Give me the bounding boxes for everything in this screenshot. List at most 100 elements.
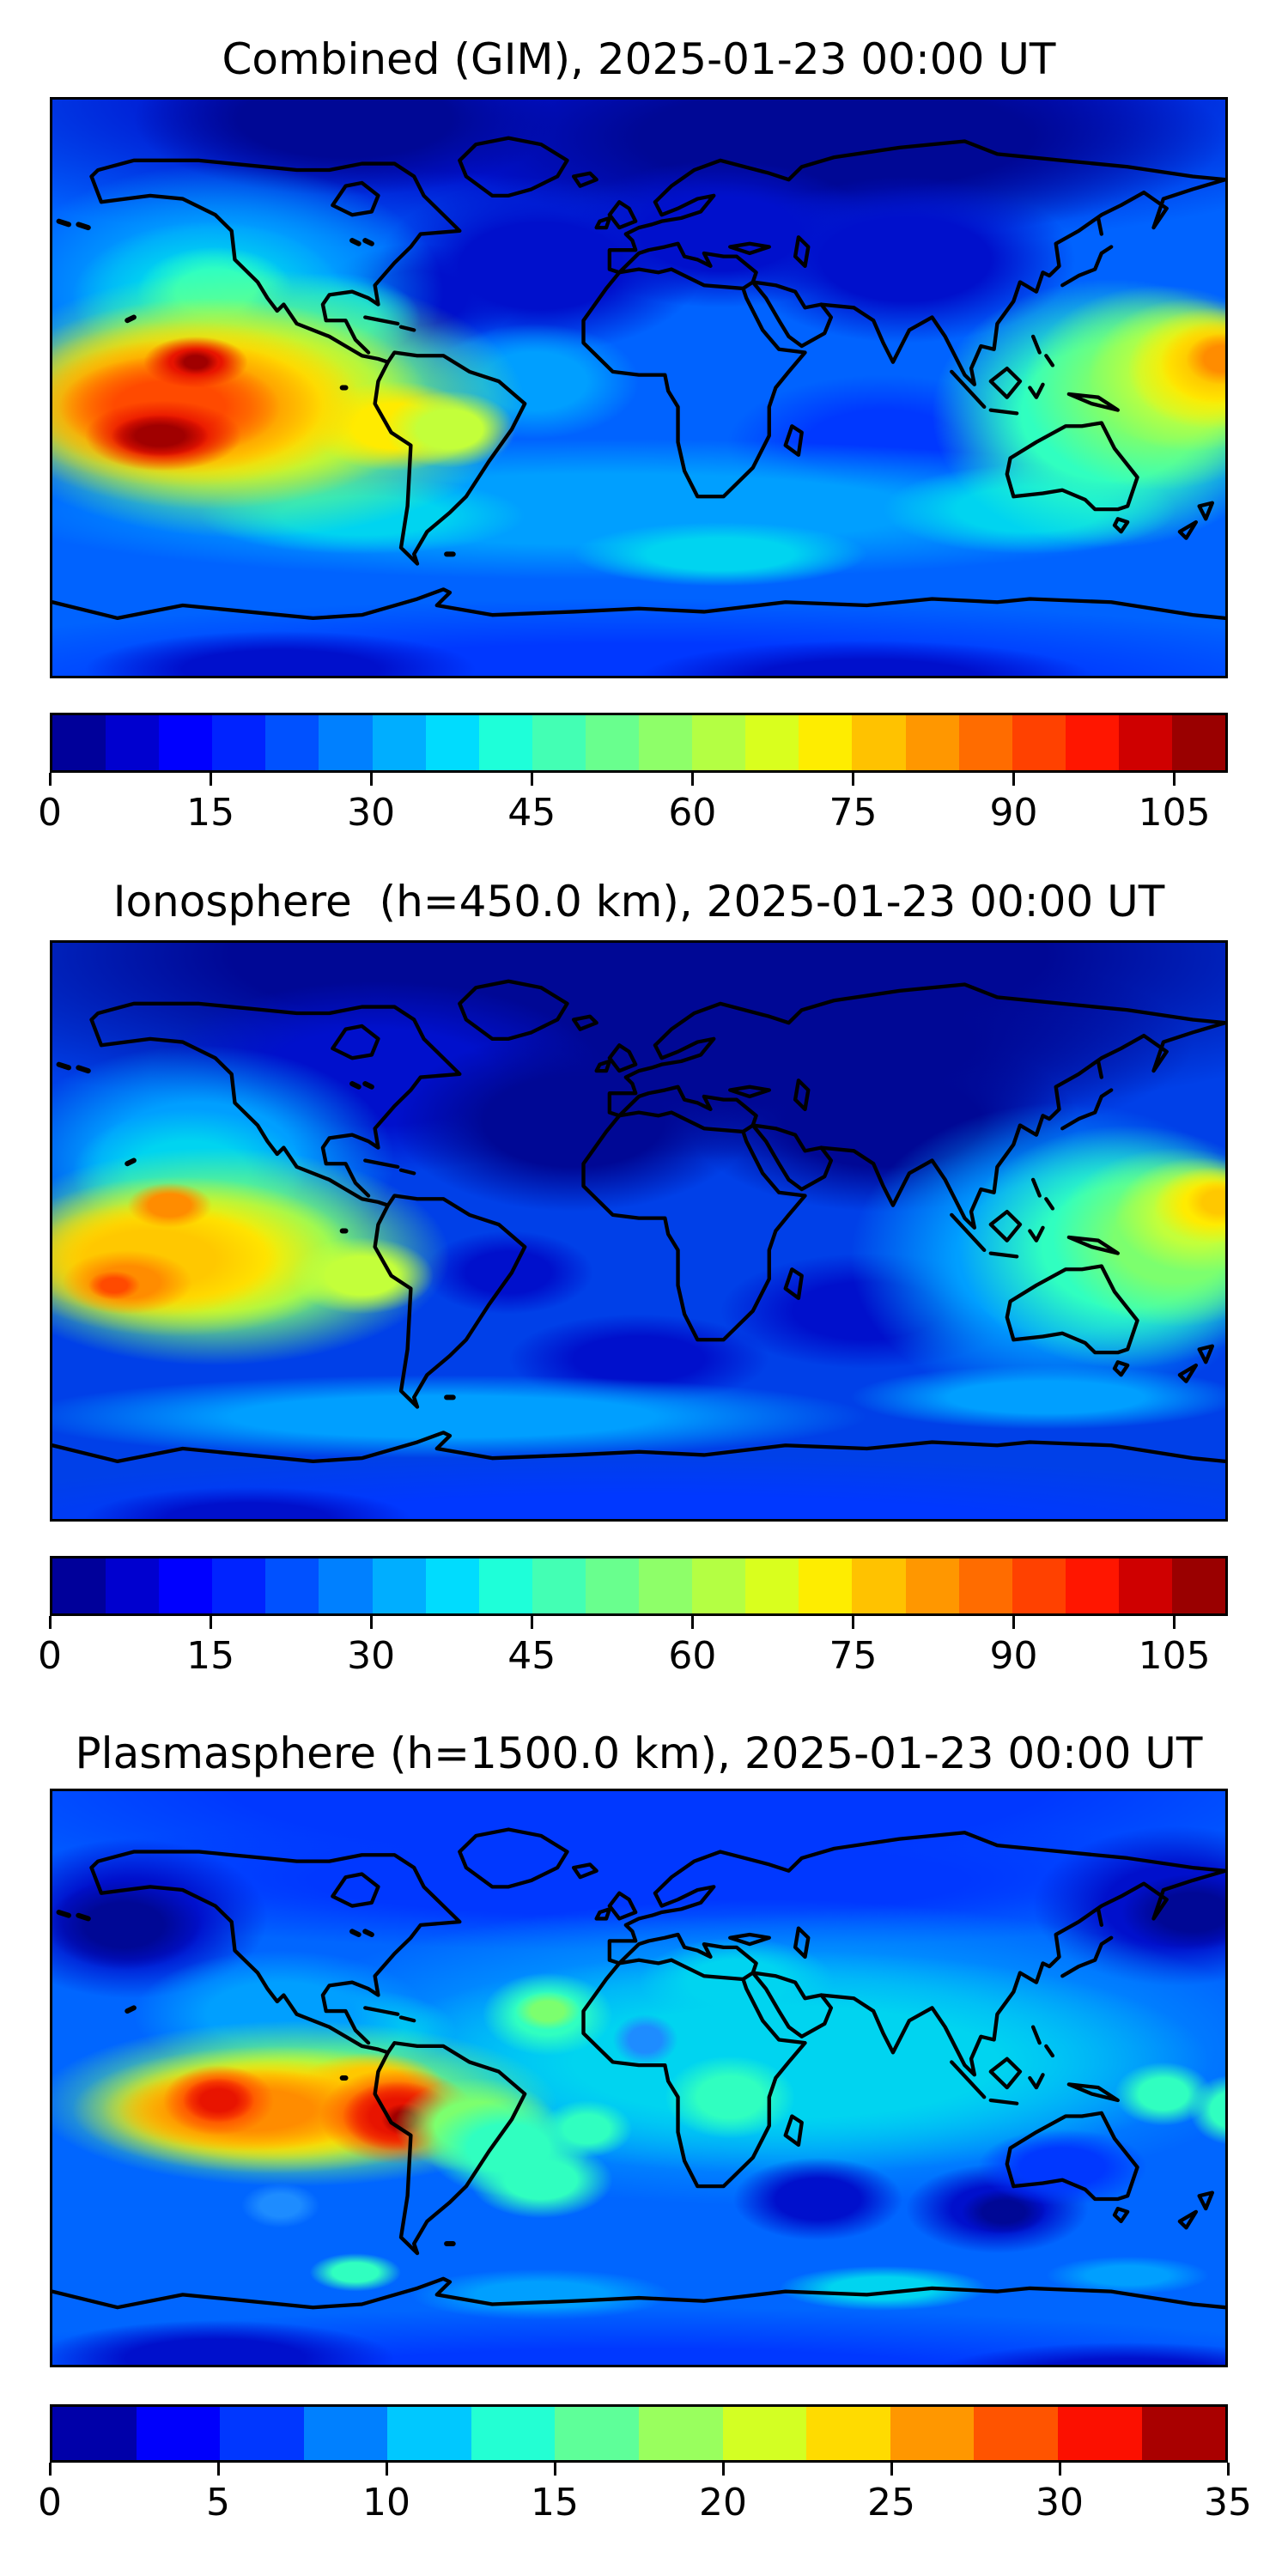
tick-label: 25	[867, 2481, 915, 2524]
tick-mark	[385, 2463, 388, 2476]
colorbar-segment	[532, 1558, 586, 1613]
map-plasmasphere	[50, 1789, 1228, 2367]
colorbar-segment	[387, 2407, 471, 2460]
colorbar-segment	[722, 2407, 807, 2460]
colorbar-combined	[50, 713, 1228, 773]
colorbar-tick-35: 35	[1204, 2463, 1252, 2524]
colorbar-segment	[212, 715, 266, 770]
tick-mark	[690, 1616, 694, 1629]
colorbar-segment	[1118, 1558, 1172, 1613]
tick-label: 0	[38, 1634, 62, 1678]
tick-mark	[1012, 773, 1016, 786]
tick-mark	[690, 773, 694, 786]
colorbar-segment	[319, 715, 373, 770]
colorbar-tick-30: 30	[1036, 2463, 1084, 2524]
colorbar-segment	[1171, 715, 1226, 770]
colorbar-segment	[1012, 715, 1066, 770]
tick-label: 45	[507, 791, 556, 835]
colorbar-segment	[1065, 1558, 1119, 1613]
colorbar-segment	[958, 1558, 1012, 1613]
colorbar-segment	[1012, 1558, 1066, 1613]
tick-mark	[553, 2463, 556, 2476]
colorbar-segment	[1118, 715, 1172, 770]
tick-label: 105	[1138, 1634, 1211, 1678]
colorbar-segment	[106, 715, 160, 770]
colorbar-ticks-ionosphere: 0 15 30 45 60 75 90 105	[38, 1616, 1228, 1685]
colorbar-tick-10: 10	[362, 2463, 410, 2524]
colorbar-segment	[639, 2407, 723, 2460]
tick-mark	[890, 2463, 893, 2476]
colorbar-segment	[372, 715, 426, 770]
colorbar-segment	[1171, 1558, 1226, 1613]
tick-mark	[209, 1616, 212, 1629]
colorbar-segment	[478, 715, 532, 770]
colorbar-segment	[532, 715, 586, 770]
tick-label: 30	[1036, 2481, 1084, 2524]
colorbar-segment	[52, 1558, 106, 1613]
colorbar-segment	[425, 715, 479, 770]
tick-mark	[1173, 1616, 1176, 1629]
tick-label: 90	[989, 791, 1038, 835]
colorbar-segment	[745, 715, 799, 770]
colorbar-tick-30: 30	[347, 1616, 395, 1678]
colorbar-segment	[555, 2407, 640, 2460]
colorbar-segment	[52, 715, 106, 770]
colorbar-segment	[136, 2407, 221, 2460]
tick-mark	[48, 2463, 52, 2476]
colorbar-segment	[692, 1558, 746, 1613]
colorbar-tick-20: 20	[699, 2463, 747, 2524]
colorbar-ticks-combined: 0 15 30 45 60 75 90 105	[38, 773, 1228, 841]
tick-label: 15	[186, 791, 235, 835]
tick-mark	[721, 2463, 725, 2476]
colorbar-segment	[905, 1558, 959, 1613]
colorbar-segment	[52, 2407, 137, 2460]
colorbar-segment	[905, 715, 959, 770]
colorbar-tick-45: 45	[507, 773, 556, 835]
colorbar-tick-90: 90	[990, 773, 1038, 835]
colorbar-tick-75: 75	[829, 1616, 877, 1678]
colorbar-tick-60: 60	[668, 773, 716, 835]
colorbar-segment	[799, 715, 853, 770]
tick-mark	[209, 773, 212, 786]
colorbar-segment	[425, 1558, 479, 1613]
colorbar-tick-105: 105	[1139, 773, 1211, 835]
tick-mark	[216, 2463, 220, 2476]
tick-label: 15	[531, 2481, 579, 2524]
colorbar-tick-105: 105	[1139, 1616, 1211, 1678]
colorbar-segment	[220, 2407, 304, 2460]
colorbar-segment	[639, 715, 693, 770]
colorbar-segment	[1057, 2407, 1142, 2460]
tick-mark	[369, 773, 373, 786]
colorbar-segment	[159, 1558, 213, 1613]
colorbar-segment	[799, 1558, 853, 1613]
colorbar-tick-15: 15	[531, 2463, 579, 2524]
colorbar-tick-45: 45	[507, 1616, 556, 1678]
tick-mark	[1226, 2463, 1230, 2476]
tick-label: 0	[38, 791, 62, 835]
contour-map-ionosphere	[52, 943, 1225, 1519]
tick-label: 5	[206, 2481, 230, 2524]
tick-label: 75	[829, 791, 878, 835]
colorbar-segment	[1065, 715, 1119, 770]
colorbar-segment	[585, 1558, 640, 1613]
colorbar-segment	[974, 2407, 1058, 2460]
colorbar-segment	[303, 2407, 388, 2460]
colorbar-segment	[372, 1558, 426, 1613]
tick-label: 90	[989, 1634, 1038, 1678]
tick-label: 75	[829, 1634, 878, 1678]
tick-label: 45	[507, 1634, 556, 1678]
colorbar-segment	[890, 2407, 975, 2460]
panel-title-plasmasphere: Plasmasphere (h=1500.0 km), 2025-01-23 0…	[75, 1728, 1203, 1778]
colorbar-segment	[319, 1558, 373, 1613]
colorbar-segment	[106, 1558, 160, 1613]
tick-mark	[1058, 2463, 1061, 2476]
tick-label: 30	[347, 1634, 396, 1678]
colorbar-tick-30: 30	[347, 773, 395, 835]
colorbar-segment	[265, 1558, 319, 1613]
colorbar-segment	[471, 2407, 556, 2460]
tick-mark	[48, 1616, 52, 1629]
contour-map-combined	[52, 100, 1225, 676]
colorbar-segment	[745, 1558, 799, 1613]
colorbar-segment	[958, 715, 1012, 770]
